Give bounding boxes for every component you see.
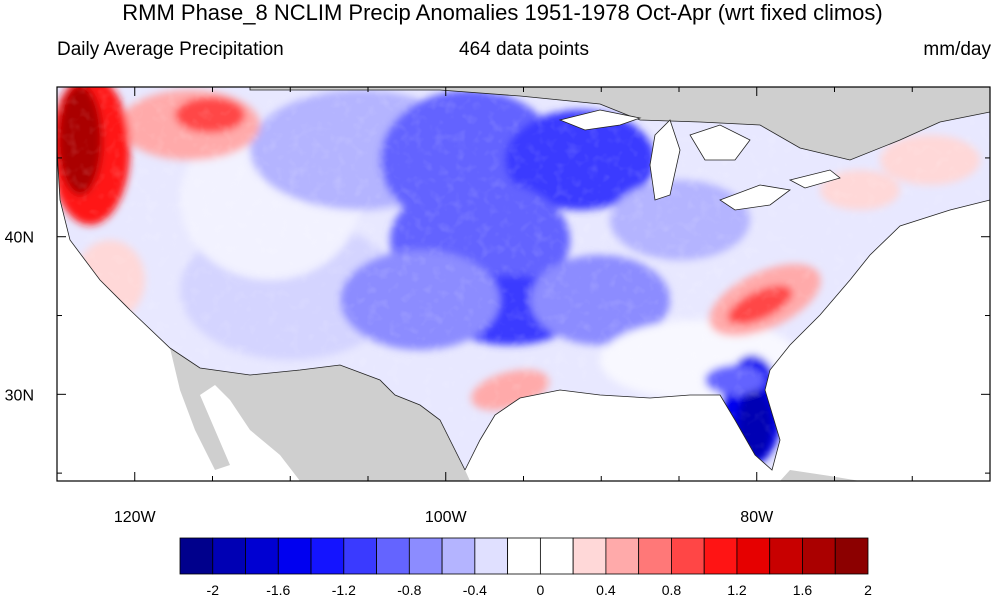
colorbar-box — [769, 537, 803, 575]
caribbean-land — [780, 470, 860, 481]
colorbar-box — [212, 537, 246, 575]
colorbar-label: -0.8 — [397, 582, 421, 597]
center-string: 464 data points — [459, 39, 589, 60]
colorbar-box — [245, 537, 279, 575]
colorbar-box — [376, 537, 410, 575]
great-lakes — [558, 109, 841, 211]
colorbar-box — [539, 537, 574, 575]
colorbar-box — [671, 537, 705, 575]
mexico-land — [170, 348, 470, 481]
colorbar-label: 0.4 — [596, 582, 616, 597]
colorbar-box — [736, 537, 771, 575]
colorbar-box — [834, 537, 869, 575]
units-string: mm/day — [923, 39, 991, 60]
colorbar-box — [638, 537, 672, 575]
colorbar-label: 0.8 — [662, 582, 682, 597]
colorbar-box — [572, 537, 607, 575]
colorbar-label: 1.6 — [793, 582, 813, 597]
y-tick-label: 40N — [5, 230, 34, 247]
left-string: Daily Average Precipitation — [57, 39, 284, 60]
map-title: RMM Phase_8 NCLIM Precip Anomalies 1951-… — [122, 0, 883, 25]
colorbar-box — [507, 537, 541, 575]
colorbar-label: 1.2 — [727, 582, 747, 597]
colorbar-label: -0.4 — [463, 582, 487, 597]
colorbar-box — [343, 537, 377, 575]
x-tick-label: 100W — [425, 509, 468, 526]
colorbar-label: -1.2 — [332, 582, 356, 597]
y-axis: 40N 30N — [5, 157, 990, 474]
x-tick-label: 80W — [740, 509, 774, 526]
colorbar-box — [474, 537, 509, 575]
colorbar-box — [179, 537, 214, 575]
colorbar-box — [605, 537, 640, 575]
x-axis: 120W 100W 80W — [56, 87, 991, 526]
colorbar-label: -2 — [207, 582, 220, 597]
colorbar-box — [703, 537, 738, 575]
colorbar-box — [277, 537, 312, 575]
colorbar-label: 0 — [536, 582, 544, 597]
colorbar-box — [310, 537, 345, 575]
colorbar-label: 2 — [864, 582, 872, 597]
colorbar-box — [802, 537, 836, 575]
canada-land — [57, 87, 990, 160]
colorbar: -2 -1.6 -1.2 -0.8 -0.4 0 0.4 0.8 1.2 1.6 2 — [179, 537, 872, 597]
colorbar-label: -1.6 — [266, 582, 290, 597]
x-tick-label: 120W — [114, 509, 157, 526]
colorbar-box — [441, 537, 476, 575]
colorbar-box — [408, 537, 443, 575]
y-tick-label: 30N — [5, 387, 34, 404]
